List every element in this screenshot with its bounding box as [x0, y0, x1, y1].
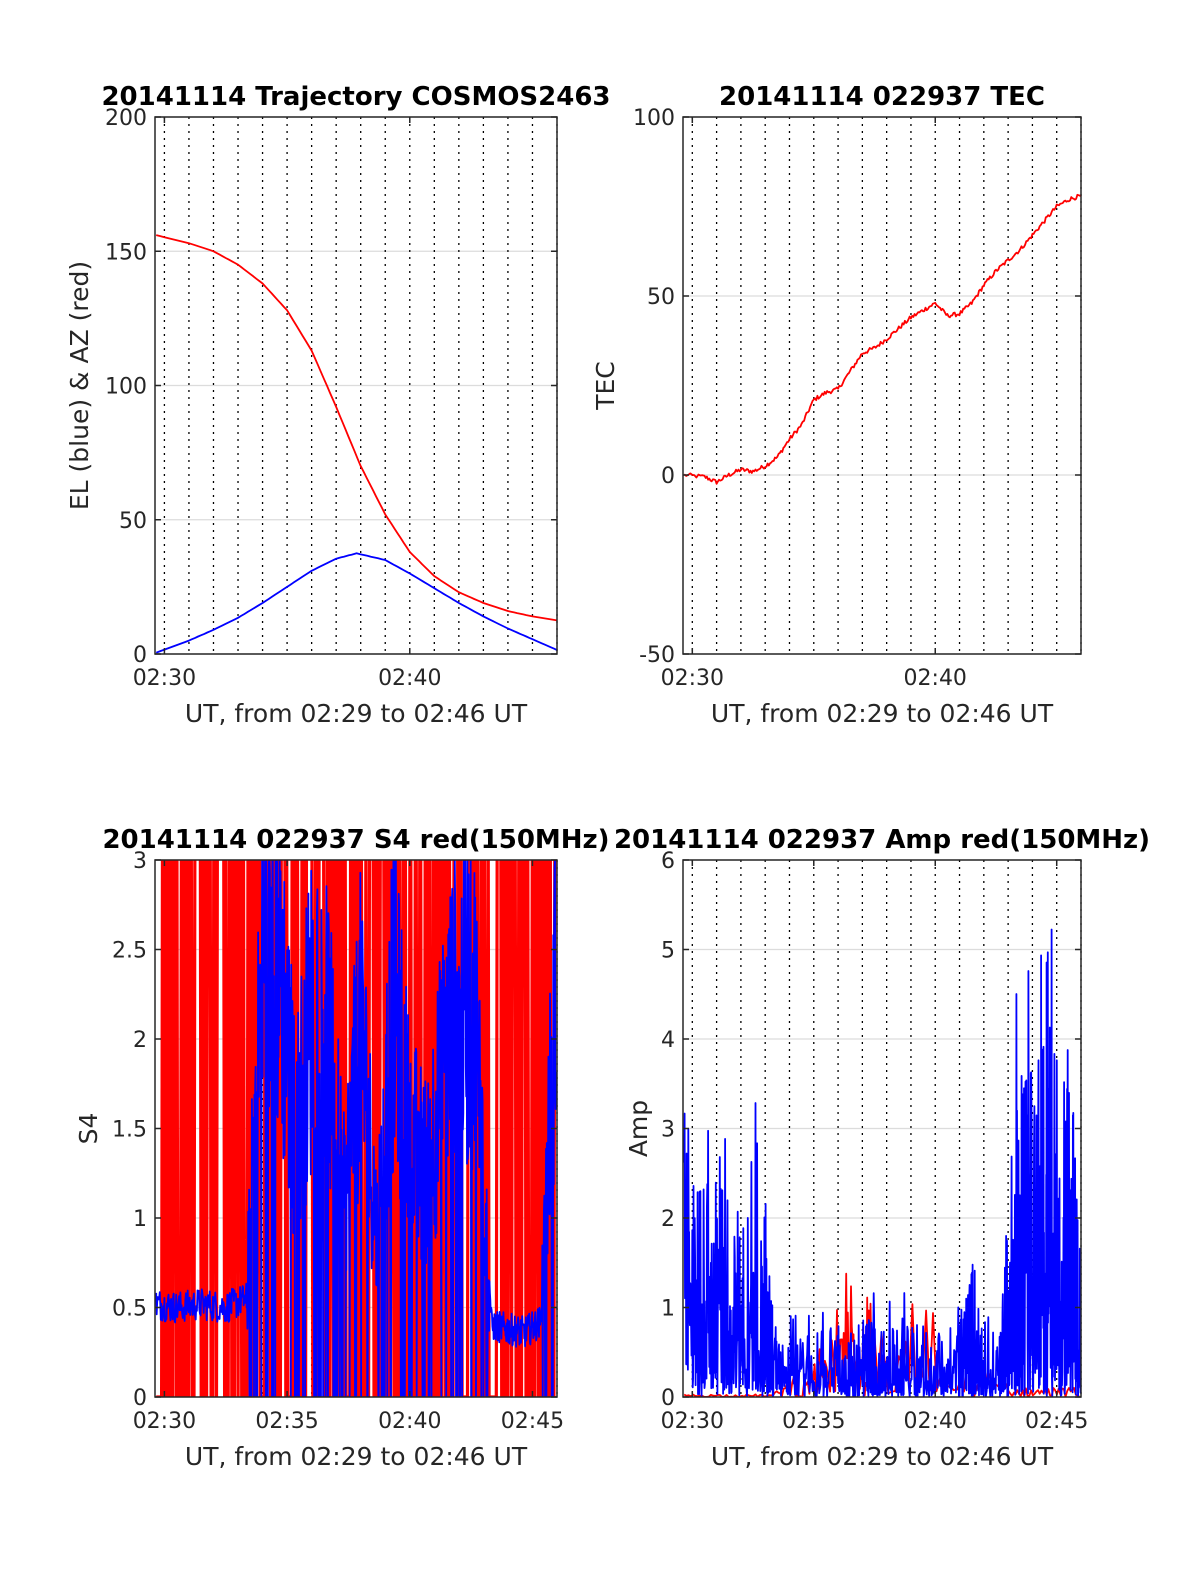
- y-axis-label: EL (blue) & AZ (red): [65, 261, 94, 510]
- y-tick-label: 2: [133, 1028, 147, 1053]
- chart-title: 20141114 022937 TEC: [719, 82, 1045, 112]
- x-tick-label: 02:30: [133, 1409, 196, 1434]
- panel-amp: 0 1 2 3 4 5 6 02:30 02:35 02:40 02:45 20141114 0229…: [614, 825, 1150, 1471]
- y-tick-label: 1: [133, 1207, 147, 1232]
- chart-title: 20141114 Trajectory COSMOS2463: [101, 82, 610, 112]
- y-tick-label: 2: [661, 1207, 675, 1232]
- x-axis-label: UT, from 02:29 to 02:46 UT: [711, 699, 1054, 728]
- y-tick-label: 100: [105, 375, 147, 400]
- y-tick-label: 0: [661, 464, 675, 489]
- y-tick-label: 150: [105, 240, 147, 265]
- x-axis-label: UT, from 02:29 to 02:46 UT: [185, 1442, 528, 1471]
- y-tick-label: 2.5: [112, 939, 147, 964]
- series-line-red: [683, 193, 1081, 485]
- y-tick-label: 6: [661, 849, 675, 874]
- y-tick-label: 200: [105, 106, 147, 131]
- y-tick-label: 1: [661, 1297, 675, 1322]
- panel-trajectory: 0 50 100 150 200 02:30 02:40 20141114 Trajector…: [65, 82, 611, 728]
- y-axis-label: Amp: [624, 1100, 653, 1157]
- y-tick-label: 50: [647, 285, 675, 310]
- x-tick-label: 02:40: [904, 666, 967, 691]
- y-tick-label: 1.5: [112, 1118, 147, 1143]
- series-line-blue: [683, 928, 1081, 1397]
- plot-area: [683, 117, 1081, 654]
- x-tick-label: 02:40: [378, 1409, 441, 1434]
- y-tick-label: 4: [661, 1028, 675, 1053]
- panel-tec: -50 0 50 100 02:30 02:40 20141114 022937 TEC UT…: [591, 82, 1082, 728]
- chart-title: 20141114 022937 Amp red(150MHz): [614, 825, 1150, 855]
- x-tick-label: 02:30: [133, 666, 196, 691]
- x-tick-label: 02:40: [378, 666, 441, 691]
- axes-box: [682, 116, 1082, 655]
- y-axis-label: TEC: [591, 361, 620, 411]
- chart-title: 20141114 022937 S4 red(150MHz): [102, 825, 609, 855]
- y-tick-label: 3: [133, 849, 147, 874]
- x-tick-label: 02:40: [904, 1409, 967, 1434]
- y-axis-label: S4: [74, 1113, 103, 1145]
- y-tick-label: 5: [661, 939, 675, 964]
- series-group: [683, 193, 1081, 485]
- x-tick-label: 02:35: [782, 1409, 845, 1434]
- series-group: [155, 234, 557, 654]
- series-line-blue: [155, 552, 557, 654]
- x-tick-label: 02:35: [255, 1409, 318, 1434]
- series-group: [155, 860, 557, 1397]
- y-tick-label: 0.5: [112, 1297, 147, 1322]
- y-tick-label: 100: [633, 106, 675, 131]
- y-tick-label: 50: [119, 509, 147, 534]
- series-line-red: [155, 234, 557, 622]
- y-tick-label: 3: [661, 1118, 675, 1143]
- x-axis-label: UT, from 02:29 to 02:46 UT: [185, 699, 528, 728]
- series-line-blue: [155, 860, 557, 1397]
- y-tick-label: -50: [639, 643, 675, 668]
- x-tick-label: 02:45: [1025, 1409, 1088, 1434]
- x-axis-label: UT, from 02:29 to 02:46 UT: [711, 1442, 1054, 1471]
- panel-s4: 0 0.5 1 1.5 2 2.5 3 02:30 02:35 02:40 02:45 2014111…: [74, 825, 610, 1471]
- x-tick-label: 02:45: [501, 1409, 564, 1434]
- y-tick-label: 0: [133, 643, 147, 668]
- x-tick-label: 02:30: [661, 1409, 724, 1434]
- y-tick-label: 0: [133, 1386, 147, 1411]
- y-tick-label: 0: [661, 1386, 675, 1411]
- x-tick-label: 02:30: [661, 666, 724, 691]
